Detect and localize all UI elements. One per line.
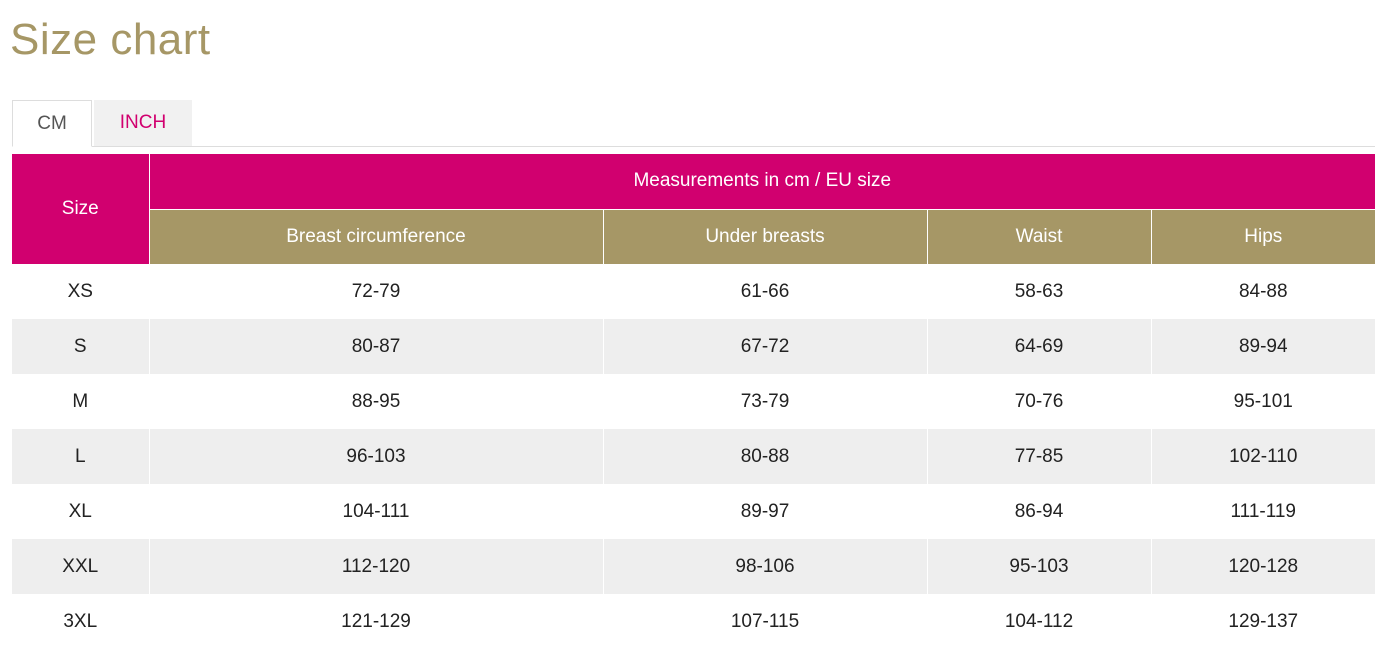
table-row: S 80-87 67-72 64-69 89-94 (12, 319, 1376, 374)
cell-waist: 77-85 (927, 429, 1152, 484)
table-row: L 96-103 80-88 77-85 102-110 (12, 429, 1376, 484)
cell-breast-circumference: 112-120 (149, 539, 604, 594)
table-row: XXL 112-120 98-106 95-103 120-128 (12, 539, 1376, 594)
cell-size: XXL (12, 539, 150, 594)
cell-breast-circumference: 80-87 (149, 319, 604, 374)
header-waist: Waist (927, 209, 1152, 264)
cell-under-breasts: 98-106 (603, 539, 928, 594)
cell-breast-circumference: 88-95 (149, 374, 604, 429)
table-row: M 88-95 73-79 70-76 95-101 (12, 374, 1376, 429)
cell-under-breasts: 67-72 (603, 319, 928, 374)
cell-hips: 89-94 (1151, 319, 1376, 374)
cell-under-breasts: 61-66 (603, 264, 928, 319)
cell-under-breasts: 80-88 (603, 429, 928, 484)
cell-waist: 58-63 (927, 264, 1152, 319)
table-row: XL 104-111 89-97 86-94 111-119 (12, 484, 1376, 539)
header-size: Size (12, 154, 150, 264)
cell-breast-circumference: 96-103 (149, 429, 604, 484)
unit-tabs: CM INCH (12, 100, 1375, 147)
cell-waist: 104-112 (927, 594, 1152, 649)
cell-breast-circumference: 121-129 (149, 594, 604, 649)
cell-size: XL (12, 484, 150, 539)
header-breast-circumference: Breast circumference (149, 209, 604, 264)
table-row: 3XL 121-129 107-115 104-112 129-137 (12, 594, 1376, 649)
cell-under-breasts: 89-97 (603, 484, 928, 539)
cell-size: M (12, 374, 150, 429)
page-title: Size chart (10, 15, 211, 64)
cell-hips: 120-128 (1151, 539, 1376, 594)
tab-inch[interactable]: INCH (94, 100, 192, 146)
cell-hips: 84-88 (1151, 264, 1376, 319)
cell-under-breasts: 107-115 (603, 594, 928, 649)
header-hips: Hips (1151, 209, 1376, 264)
cell-size: 3XL (12, 594, 150, 649)
cell-hips: 111-119 (1151, 484, 1376, 539)
cell-size: L (12, 429, 150, 484)
cell-breast-circumference: 104-111 (149, 484, 604, 539)
table-row: XS 72-79 61-66 58-63 84-88 (12, 264, 1376, 319)
size-table-body: XS 72-79 61-66 58-63 84-88 S 80-87 67-72 64-69 89… (12, 264, 1376, 649)
cell-hips: 102-110 (1151, 429, 1376, 484)
cell-size: XS (12, 264, 150, 319)
cell-under-breasts: 73-79 (603, 374, 928, 429)
size-table: Size Measurements in cm / EU size Breast… (12, 154, 1376, 649)
cell-waist: 64-69 (927, 319, 1152, 374)
cell-hips: 129-137 (1151, 594, 1376, 649)
cell-waist: 86-94 (927, 484, 1152, 539)
cell-waist: 95-103 (927, 539, 1152, 594)
cell-breast-circumference: 72-79 (149, 264, 604, 319)
tab-cm[interactable]: CM (12, 100, 92, 147)
cell-size: S (12, 319, 150, 374)
header-measurements: Measurements in cm / EU size (149, 154, 1376, 210)
cell-waist: 70-76 (927, 374, 1152, 429)
cell-hips: 95-101 (1151, 374, 1376, 429)
header-under-breasts: Under breasts (603, 209, 928, 264)
